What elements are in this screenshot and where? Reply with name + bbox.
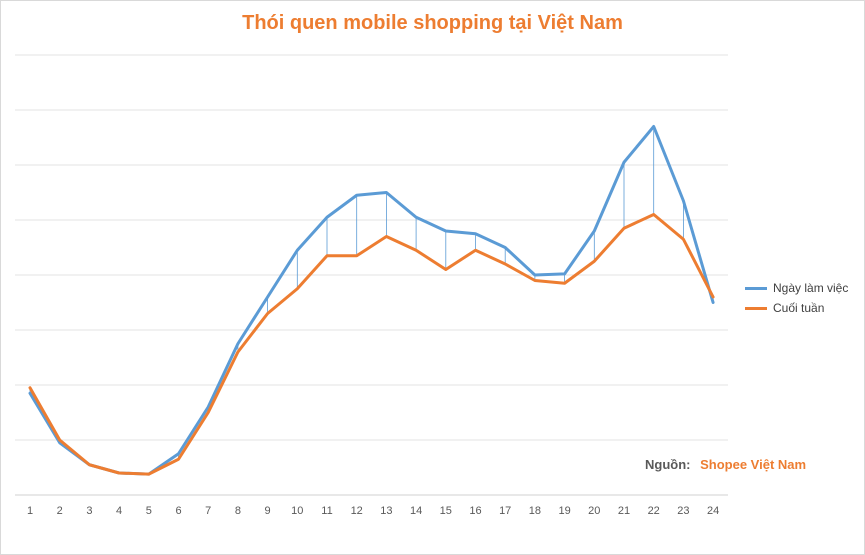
- legend-label-weekday: Ngày làm việc: [773, 281, 849, 295]
- series-line-weekday: [28, 125, 715, 476]
- legend: Ngày làm việc Cuối tuần: [745, 278, 848, 318]
- x-tick-label: 20: [588, 505, 600, 517]
- x-tick-label: 19: [558, 505, 570, 517]
- series-line-weekend: [28, 213, 715, 476]
- x-tick-label: 12: [351, 505, 363, 517]
- legend-label-weekend: Cuối tuần: [773, 301, 825, 315]
- gridlines: [15, 54, 728, 496]
- x-tick-label: 4: [116, 505, 122, 517]
- source-note: Nguồn: Shopee Việt Nam: [645, 457, 806, 472]
- source-value: Shopee Việt Nam: [700, 457, 807, 472]
- legend-swatch-weekday: [745, 286, 767, 290]
- x-tick-labels: 1 2 3 4 5 6 7 8 9 10 11 12 13 14 15 16 17 18 19 20 21 22 23 24: [27, 505, 719, 517]
- x-tick-label: 14: [410, 505, 422, 517]
- legend-item-weekday: Ngày làm việc: [745, 278, 848, 298]
- x-tick-label: 2: [57, 505, 63, 517]
- x-tick-label: 17: [499, 505, 511, 517]
- x-tick-label: 1: [27, 505, 33, 517]
- drop-lines: [29, 126, 714, 460]
- x-tick-label: 15: [440, 505, 452, 517]
- x-tick-label: 5: [146, 505, 152, 517]
- x-tick-label: 21: [618, 505, 630, 517]
- x-tick-label: 10: [291, 505, 303, 517]
- legend-item-weekend: Cuối tuần: [745, 298, 848, 318]
- x-tick-label: 16: [469, 505, 481, 517]
- source-label: Nguồn:: [645, 457, 691, 472]
- x-tick-label: 24: [707, 505, 719, 517]
- x-tick-label: 3: [86, 505, 92, 517]
- series-lines: [28, 125, 715, 476]
- legend-swatch-weekend: [745, 306, 767, 310]
- x-tick-label: 18: [529, 505, 541, 517]
- chart-title: Thói quen mobile shopping tại Việt Nam: [242, 12, 623, 34]
- x-tick-label: 22: [648, 505, 660, 517]
- x-tick-label: 9: [265, 505, 271, 517]
- x-tick-label: 6: [175, 505, 181, 517]
- x-tick-label: 11: [321, 505, 332, 517]
- x-tick-label: 7: [205, 505, 211, 517]
- x-tick-label: 8: [235, 505, 241, 517]
- x-tick-label: 23: [677, 505, 689, 517]
- x-tick-label: 13: [380, 505, 392, 517]
